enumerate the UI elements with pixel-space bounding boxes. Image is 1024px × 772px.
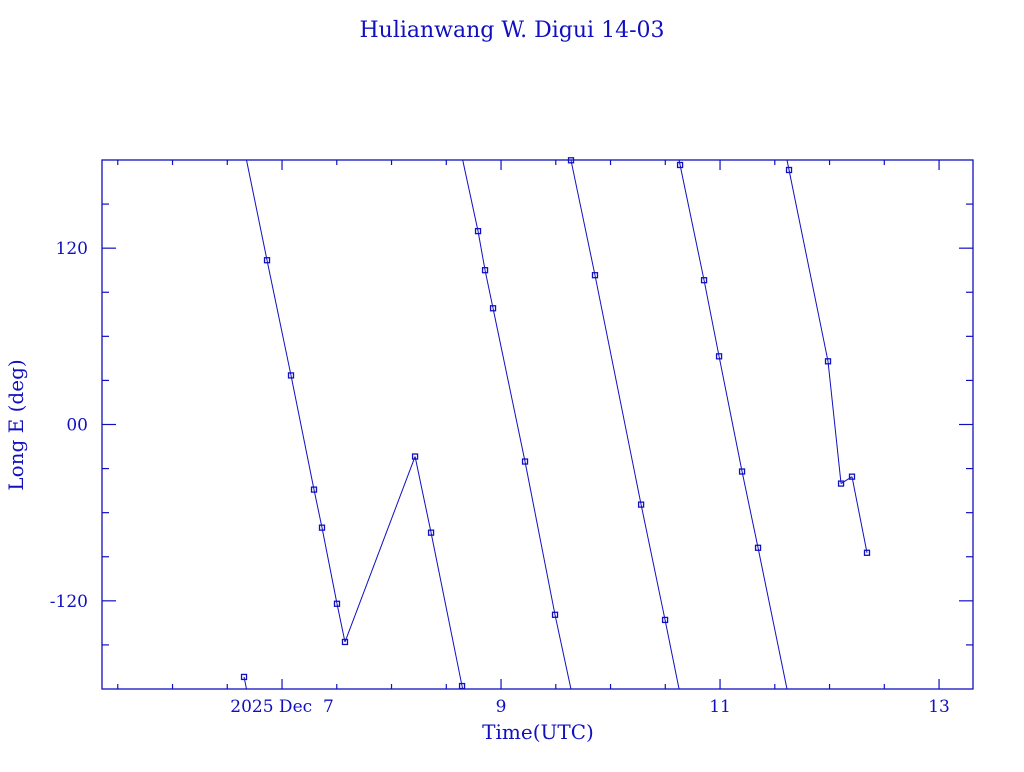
y-tick-label: 00 (66, 416, 88, 436)
series-segment (345, 457, 415, 642)
x-tick-label: 13 (928, 697, 950, 717)
series-segment (828, 361, 841, 483)
x-axis-label: Time(UTC) (482, 720, 594, 744)
series-segment (852, 477, 867, 553)
x-tick-label: 2025 Dec 7 (230, 697, 334, 717)
series-segment (742, 472, 758, 548)
series-segment (555, 615, 571, 689)
series-segment (431, 533, 462, 686)
series-segment (525, 462, 555, 615)
series-segment (571, 160, 595, 275)
series-line (244, 160, 867, 689)
series-segment (665, 620, 679, 689)
series-segment (246, 160, 267, 260)
series-segment (485, 270, 493, 308)
x-tick-label: 11 (709, 697, 731, 717)
y-axis-label: Long E (deg) (4, 359, 28, 490)
series-segment (680, 165, 704, 280)
series-segment (789, 170, 828, 361)
x-tick-label: 9 (496, 697, 507, 717)
series-segment (595, 275, 641, 504)
tick-labels: 2025 Dec 7 9 11 13 120 00 -120 (50, 239, 950, 717)
chart-title: Hulianwang W. Digui 14-03 (359, 18, 664, 43)
series-segment (493, 308, 525, 461)
series-segment (758, 548, 787, 689)
series-segment (337, 604, 345, 642)
plot-frame (102, 160, 973, 689)
series-segment (322, 528, 337, 604)
series-markers (242, 158, 870, 689)
series-segment (314, 490, 322, 528)
y-tick-label: 120 (56, 239, 88, 259)
series-segment (841, 477, 852, 484)
series-segment (267, 260, 291, 375)
series-segment (463, 160, 478, 231)
series-segment (415, 457, 431, 533)
series-segment (478, 231, 485, 270)
series-segment (704, 280, 719, 356)
series-segment (719, 356, 742, 471)
series-segment (787, 160, 789, 170)
y-tick-label: -120 (50, 592, 88, 612)
series-segment (291, 375, 314, 489)
series-segment (641, 505, 665, 620)
axis-ticks (102, 160, 973, 689)
